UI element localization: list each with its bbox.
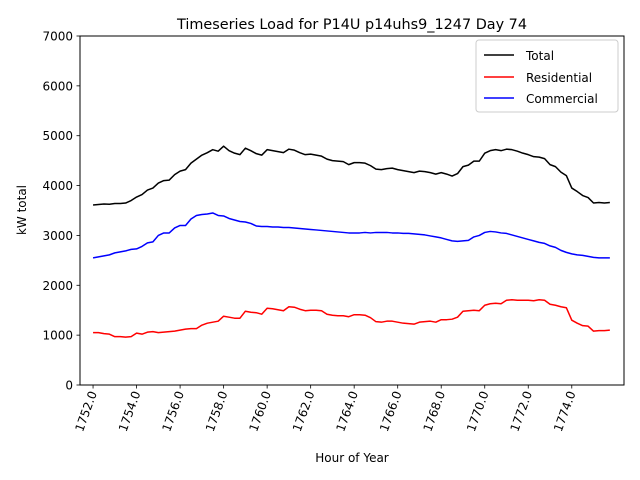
series-line-commercial bbox=[92, 212, 610, 259]
y-tick-label: 7000 bbox=[42, 30, 73, 44]
y-axis: 0 1000 2000 3000 4000 5000 6000 7000 bbox=[42, 30, 80, 393]
legend-label-residential: Residential bbox=[526, 71, 592, 85]
y-tick-label: 5000 bbox=[42, 129, 73, 143]
x-axis-label: Hour of Year bbox=[315, 451, 389, 465]
y-tick-label: 6000 bbox=[42, 79, 73, 93]
y-tick-label: 2000 bbox=[42, 279, 73, 293]
legend: Total Residential Commercial bbox=[475, 39, 619, 113]
legend-label-total: Total bbox=[525, 49, 554, 63]
y-axis-label: kW total bbox=[15, 185, 29, 235]
plot-lines bbox=[92, 145, 610, 338]
y-tick-label: 0 bbox=[65, 379, 73, 393]
y-tick-label: 1000 bbox=[42, 329, 73, 343]
y-tick-label: 3000 bbox=[42, 229, 73, 243]
plot-frame bbox=[79, 35, 625, 386]
legend-label-commercial: Commercial bbox=[526, 92, 598, 106]
y-tick-label: 4000 bbox=[42, 179, 73, 193]
series-line-residential bbox=[93, 298, 610, 338]
legend-box bbox=[475, 39, 619, 113]
chart-title: Timeseries Load for P14U p14uhs9_1247 Da… bbox=[176, 17, 527, 33]
series-line-total bbox=[92, 145, 610, 206]
